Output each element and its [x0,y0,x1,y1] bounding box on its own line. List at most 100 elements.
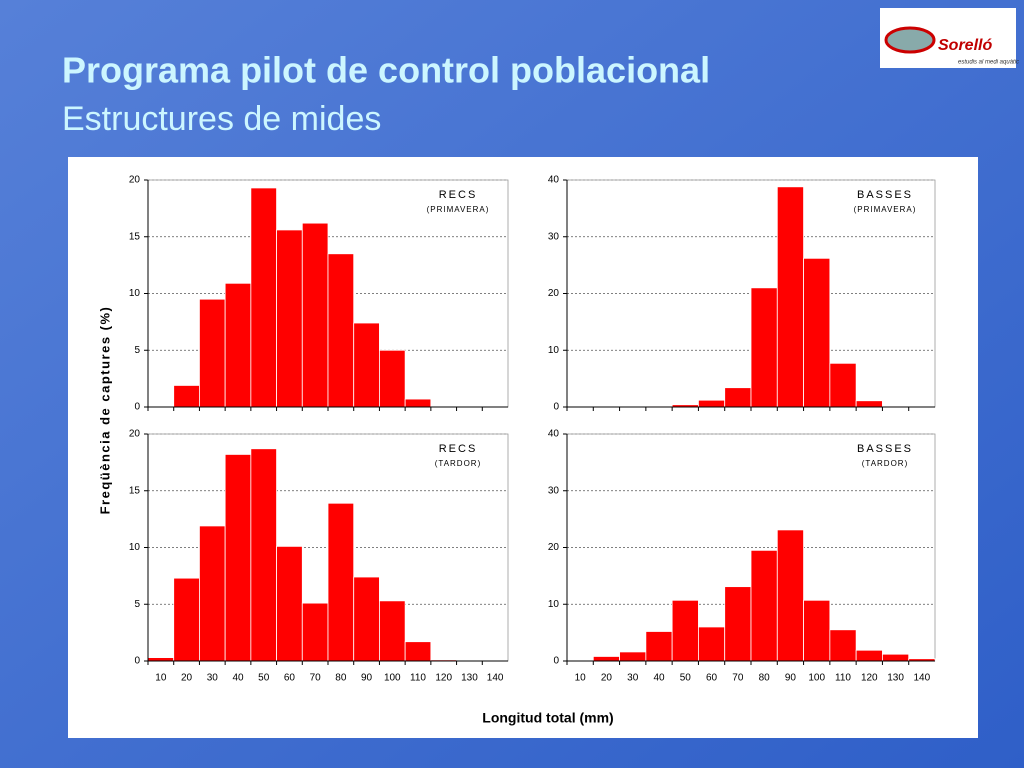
y-tick-label: 40 [548,175,560,186]
chart-annotation-sub: (PRIMAVERA) [427,205,490,214]
y-tick-label: 20 [129,175,141,186]
bar [855,649,883,662]
chart-annotation-sub: (TARDOR) [862,459,909,468]
slide-subtitle: Estructures de mides [62,100,381,138]
bar [301,602,329,662]
x-tick-label: 20 [181,673,193,684]
y-tick-label: 20 [548,288,560,299]
y-tick-label: 0 [134,402,140,413]
x-tick-label: 10 [575,673,587,684]
chart-annotation: RECS [439,443,478,455]
bar [592,656,620,662]
y-tick-label: 5 [134,599,140,610]
bar [645,631,673,662]
bar [829,362,857,408]
y-tick-label: 15 [129,231,141,242]
bar [829,629,857,662]
y-tick-label: 30 [548,485,560,496]
x-tick-label: 80 [335,673,347,684]
y-tick-label: 10 [548,345,560,356]
bar [224,282,252,408]
bar [619,651,647,662]
bar [224,454,252,662]
chart-annotation: BASSES [857,189,913,201]
chart-annotation-sub: (TARDOR) [435,459,482,468]
chart-annotation: BASSES [857,443,913,455]
bar [882,653,910,662]
x-tick-label: 140 [914,673,931,684]
bar [724,586,752,662]
bar [327,502,355,662]
x-tick-label: 50 [680,673,692,684]
bar [276,229,303,408]
y-tick-label: 30 [548,231,560,242]
x-tick-label: 70 [310,673,322,684]
bar [199,525,226,662]
bar [776,529,804,662]
x-tick-label: 50 [258,673,270,684]
bar [147,657,175,662]
y-tick-label: 40 [548,429,560,440]
y-tick-label: 20 [129,429,141,440]
bar [750,287,778,408]
bar [301,222,329,408]
bar [173,577,200,662]
bar [199,298,226,408]
x-tick-label: 100 [808,673,825,684]
x-tick-label: 130 [461,673,478,684]
y-tick-label: 20 [548,542,560,553]
x-tick-label: 40 [232,673,244,684]
y-tick-label: 0 [134,656,140,667]
bar [671,599,699,662]
bar [379,349,406,408]
logo-name: Sorelló [938,37,992,54]
x-tick-label: 60 [706,673,718,684]
bar [353,322,380,408]
bar [250,448,277,662]
y-tick-label: 10 [129,542,141,553]
bar [353,576,380,662]
y-tick-label: 10 [129,288,141,299]
bar [750,549,778,662]
y-tick-label: 10 [548,599,560,610]
x-axis-label: Longitud total (mm) [482,710,613,726]
x-tick-label: 130 [887,673,904,684]
x-tick-label: 120 [435,673,452,684]
slide-title: Programa pilot de control poblacional [62,50,710,91]
x-tick-label: 80 [759,673,771,684]
x-tick-label: 20 [601,673,613,684]
x-tick-label: 90 [361,673,373,684]
bar [404,398,432,408]
y-tick-label: 15 [129,485,141,496]
x-tick-label: 60 [284,673,296,684]
x-tick-label: 40 [653,673,665,684]
x-tick-label: 30 [207,673,219,684]
y-tick-label: 0 [553,656,559,667]
bar [327,253,355,408]
x-tick-label: 30 [627,673,639,684]
x-tick-label: 90 [785,673,797,684]
x-tick-label: 10 [155,673,167,684]
logo-fish [884,26,936,54]
y-tick-label: 5 [134,345,140,356]
x-tick-label: 120 [861,673,878,684]
chart-annotation-sub: (PRIMAVERA) [854,205,917,214]
bar [173,385,200,408]
bar [250,187,277,408]
bar [803,257,831,408]
bar [379,600,406,662]
bar [724,387,752,408]
bar [404,641,432,662]
chart-annotation: RECS [439,189,478,201]
y-axis-label: Freqüència de captures (%) [97,306,112,515]
x-tick-label: 70 [732,673,744,684]
x-tick-label: 100 [384,673,401,684]
bar [776,186,804,408]
bar [803,599,831,662]
bar [698,399,726,408]
bar [855,400,883,408]
bar [698,626,726,662]
x-tick-label: 110 [410,673,426,684]
